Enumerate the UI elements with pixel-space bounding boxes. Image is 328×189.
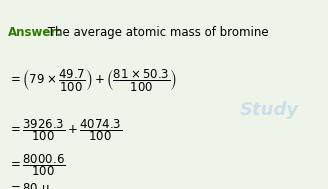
Text: Answer:: Answer: [8,26,62,39]
Text: $= \left(79 \times \dfrac{49.7}{100}\right) + \left(\dfrac{81 \times 50.3}{100}\: $= \left(79 \times \dfrac{49.7}{100}\rig… [8,67,177,93]
Text: The average atomic mass of bromine: The average atomic mass of bromine [44,26,269,39]
Text: Study: Study [239,101,298,119]
Text: $= 80\ \mathrm{u}$: $= 80\ \mathrm{u}$ [8,182,50,189]
Text: $= \dfrac{3926.3}{100} + \dfrac{4074.3}{100}$: $= \dfrac{3926.3}{100} + \dfrac{4074.3}{… [8,117,122,143]
Text: $= \dfrac{8000.6}{100}$: $= \dfrac{8000.6}{100}$ [8,152,66,178]
